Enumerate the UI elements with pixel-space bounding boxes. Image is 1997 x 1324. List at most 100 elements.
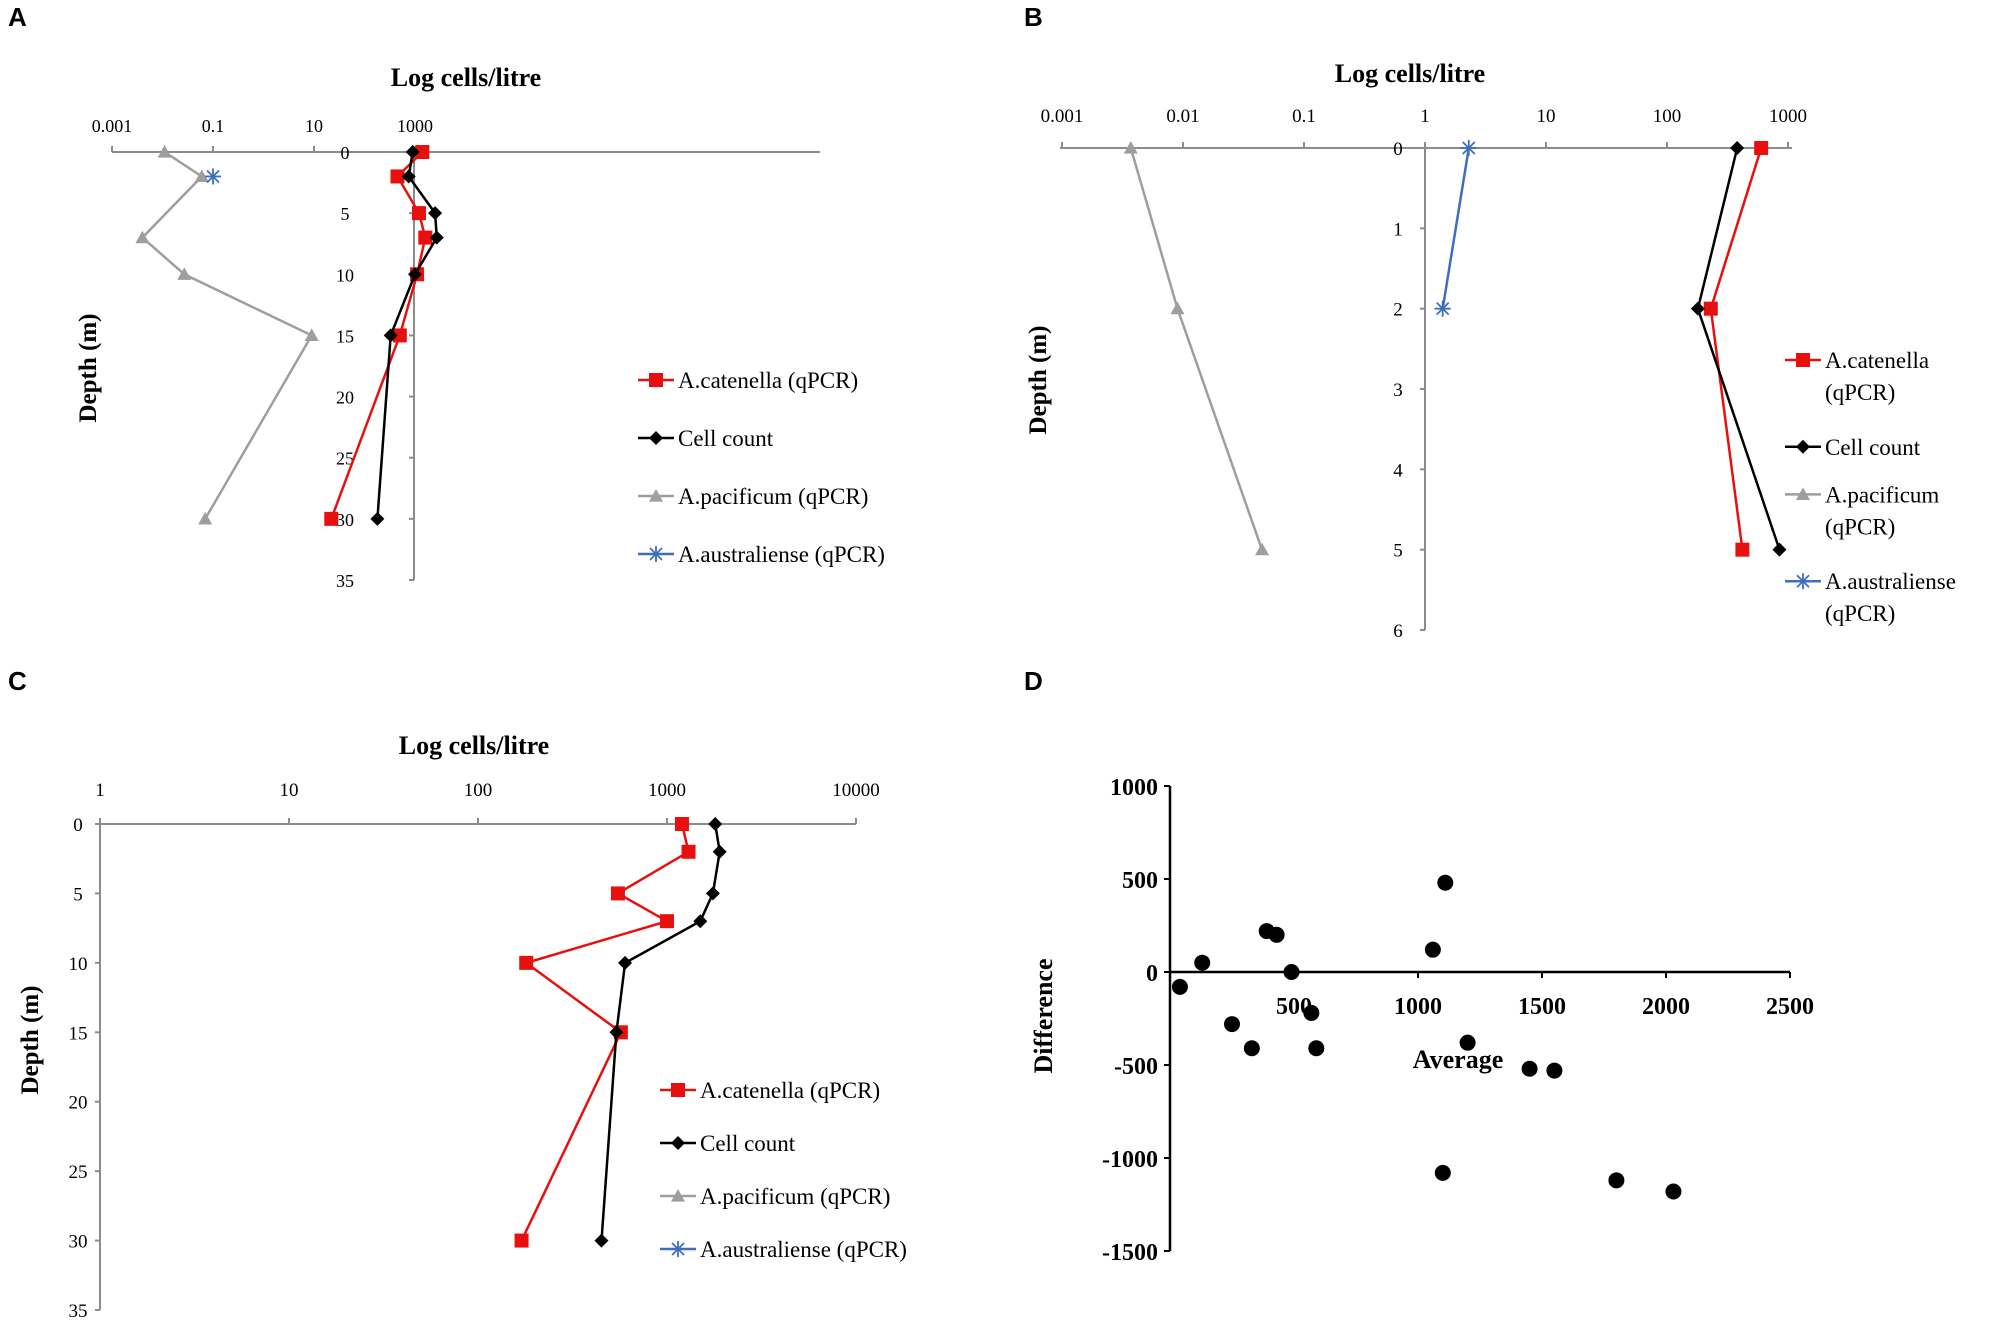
data-point — [1608, 1172, 1625, 1189]
data-point — [1730, 141, 1745, 155]
data-point — [1703, 301, 1718, 316]
series-line — [1441, 147, 1471, 309]
data-point — [674, 817, 689, 831]
data-point — [411, 206, 426, 221]
data-point — [429, 230, 444, 245]
panel-letter: A — [8, 2, 27, 32]
series-line — [1709, 147, 1763, 550]
y-tick-label: 5 — [341, 204, 350, 224]
y-axis-title: Depth (m) — [1025, 325, 1052, 434]
y-tick-label: 35 — [336, 571, 354, 591]
data-point — [519, 955, 534, 970]
data-point — [708, 817, 723, 831]
data-point — [1255, 542, 1270, 556]
data-point — [405, 145, 420, 159]
y-axis-title: Depth (m) — [17, 985, 44, 1094]
legend-swatch-marker — [671, 1136, 685, 1150]
data-point — [428, 206, 443, 221]
y-tick-label: 5 — [73, 884, 83, 905]
legend-swatch-marker — [1796, 353, 1810, 367]
series-cellcount — [370, 145, 444, 526]
data-point — [1268, 926, 1285, 943]
data-point — [1459, 1034, 1476, 1051]
data-point — [324, 511, 339, 526]
x-tick-label: 10 — [305, 116, 323, 136]
y-tick-label: 20 — [336, 388, 354, 408]
data-point — [1194, 954, 1211, 971]
x-tick-label: 1500 — [1518, 994, 1566, 1020]
y-axis-title: Depth (m) — [75, 313, 102, 422]
legend-swatch-marker — [1796, 487, 1810, 500]
y-tick-label: 15 — [336, 326, 354, 346]
y-tick-label: 3 — [1393, 380, 1403, 401]
data-point — [1308, 1040, 1325, 1057]
data-point — [401, 169, 416, 184]
panel-letter: C — [8, 666, 27, 696]
series-pacificum — [1123, 141, 1270, 556]
data-point — [1434, 300, 1451, 317]
data-point — [1424, 941, 1441, 958]
data-point — [370, 511, 385, 526]
x-tick-label: 0.1 — [1292, 106, 1316, 127]
series-points — [1171, 874, 1682, 1200]
panel-c: C Log cells/litre 1 10 100 1000 10000 0 5 10 15 20 2… — [8, 666, 907, 1322]
y-tick-label: -500 — [1114, 1054, 1158, 1080]
y-tick-label: 10 — [336, 265, 354, 285]
x-tick-label: 100 — [464, 780, 493, 801]
data-point — [1754, 141, 1769, 155]
legend: A.catenella (qPCR) Cell count A.pacificum … — [660, 1078, 907, 1262]
x-tick-label: 1000 — [1769, 106, 1807, 127]
legend-label: (qPCR) — [1825, 380, 1895, 405]
y-tick-label: 4 — [1393, 460, 1403, 481]
legend-swatch-marker — [670, 1241, 686, 1257]
y-tick-label: 0 — [73, 815, 83, 836]
marker-stroke — [649, 547, 663, 561]
legend-label: (qPCR) — [1825, 514, 1895, 539]
series-cellcount — [594, 817, 727, 1248]
x-tick-label: 10000 — [832, 780, 880, 801]
y-tick-label: 0 — [1146, 961, 1158, 987]
legend-label: A.pacificum (qPCR) — [700, 1184, 890, 1209]
series-pacificum — [135, 145, 319, 525]
data-point — [594, 1233, 609, 1248]
x-tick-label: 100 — [1653, 106, 1682, 127]
series-line — [1696, 147, 1781, 551]
data-point — [1690, 301, 1705, 316]
y-tick-label: 0 — [1393, 139, 1403, 160]
y-tick-label: 0 — [341, 143, 350, 163]
marker-stroke — [206, 169, 220, 184]
data-point — [1735, 542, 1750, 557]
data-point — [415, 145, 430, 159]
data-point — [610, 886, 625, 901]
data-point — [205, 168, 221, 185]
x-axis-title: Log cells/litre — [391, 63, 541, 92]
data-point — [1665, 1183, 1682, 1200]
series-line — [140, 150, 314, 520]
panel-letter: B — [1024, 2, 1043, 32]
legend-label: (qPCR) — [1825, 601, 1895, 626]
y-tick-label: 6 — [1393, 621, 1403, 642]
data-point — [304, 328, 319, 342]
marker-stroke — [671, 1242, 685, 1256]
data-point — [705, 886, 720, 901]
y-tick-label: 500 — [1122, 868, 1158, 894]
x-tick-label: 10 — [1537, 106, 1556, 127]
y-tick-label: 5 — [1393, 541, 1403, 562]
data-point — [194, 169, 209, 183]
x-tick-label: 0.01 — [1166, 106, 1199, 127]
data-point — [514, 1233, 529, 1248]
y-tick-label: 1 — [1393, 219, 1403, 240]
data-point — [1123, 141, 1138, 154]
data-point — [418, 230, 433, 245]
series-cellcount — [1690, 141, 1787, 557]
x-tick-label: 0.1 — [202, 116, 225, 136]
x-tick-label: 0.001 — [1041, 106, 1084, 127]
data-point — [1224, 1016, 1240, 1033]
legend-label: Cell count — [700, 1131, 796, 1156]
data-point — [1303, 1004, 1320, 1021]
data-point — [1546, 1062, 1563, 1079]
legend-label: A.catenella (qPCR) — [678, 368, 858, 393]
data-point — [1283, 964, 1300, 980]
data-point — [1171, 978, 1188, 995]
